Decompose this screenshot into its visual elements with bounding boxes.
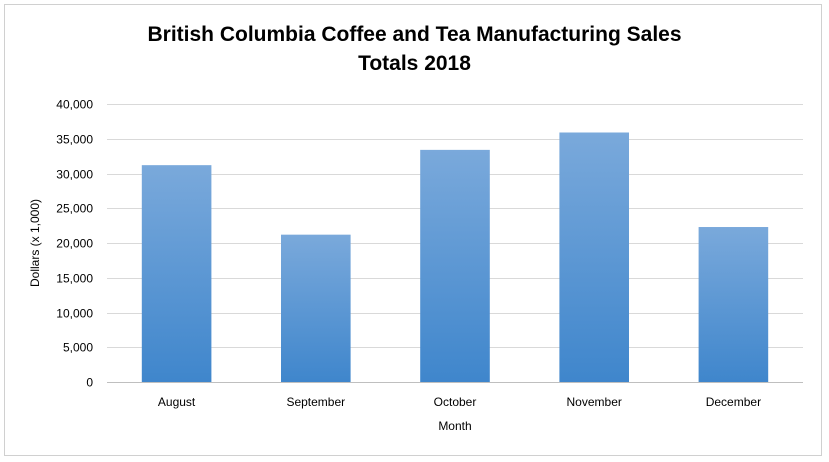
y-tick-label: 40,000 — [56, 98, 93, 112]
x-tick-label: October — [434, 395, 477, 409]
y-axis-ticks: 0 5,000 10,000 15,000 20,000 25,000 30,000 35,0… — [56, 98, 93, 390]
bar-august — [141, 165, 212, 382]
x-tick-label: December — [706, 395, 761, 409]
chart-title-line1: British Columbia Coffee and Tea Manufact… — [147, 23, 682, 46]
y-tick-label: 15,000 — [56, 272, 93, 286]
y-tick-label: 5,000 — [63, 341, 93, 355]
y-tick-label: 25,000 — [56, 202, 93, 216]
x-axis-ticks: August September October November December — [158, 395, 761, 409]
x-tick-label: September — [286, 395, 345, 409]
bar-october — [420, 149, 490, 382]
bar-september — [281, 234, 351, 382]
y-tick-label: 10,000 — [56, 307, 93, 321]
bar-december — [698, 227, 769, 382]
bars — [141, 132, 769, 382]
chart-title-line2: Totals 2018 — [358, 52, 471, 75]
x-tick-label: August — [158, 395, 196, 409]
y-tick-label: 30,000 — [56, 168, 93, 182]
x-axis-title: Month — [438, 419, 471, 433]
chart-title: British Columbia Coffee and Tea Manufact… — [0, 20, 829, 78]
y-tick-label: 0 — [86, 376, 93, 390]
y-tick-label: 20,000 — [56, 237, 93, 251]
y-axis-title: Dollars (x 1,000) — [28, 199, 42, 287]
chart-frame — [4, 4, 822, 456]
x-tick-label: November — [567, 395, 622, 409]
bar-november — [559, 132, 629, 382]
y-tick-label: 35,000 — [56, 133, 93, 147]
